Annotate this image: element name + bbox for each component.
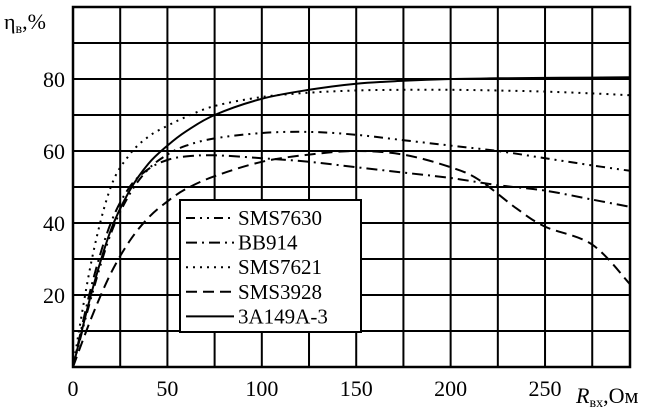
x-tick-label: 0 bbox=[68, 376, 79, 401]
x-tick-label: 200 bbox=[434, 376, 467, 401]
y-tick-labels: 20 40 60 80 bbox=[43, 67, 65, 308]
y-tick-label: 40 bbox=[43, 211, 65, 236]
plot-frame bbox=[71, 5, 632, 369]
x-axis-label-bg bbox=[580, 370, 659, 410]
x-tick-label: 250 bbox=[529, 376, 562, 401]
legend-label: SMS3928 bbox=[238, 280, 322, 304]
y-tick-label: 20 bbox=[43, 283, 65, 308]
series-line-sms7630 bbox=[72, 130, 631, 368]
legend-label: 3А149А-3 bbox=[238, 304, 328, 328]
legend-box bbox=[179, 199, 362, 333]
series-line-3а149а-3 bbox=[72, 76, 631, 368]
legend-label: SMS7621 bbox=[238, 255, 322, 279]
x-tick-label: 150 bbox=[340, 376, 373, 401]
x-tick-labels: 0 50 100 150 200 250 bbox=[68, 376, 562, 401]
series-lines bbox=[72, 76, 631, 368]
series-line-sms7621 bbox=[72, 88, 631, 368]
x-tick-label: 100 bbox=[245, 376, 278, 401]
y-tick-label: 80 bbox=[43, 67, 65, 92]
legend-label: SMS7630 bbox=[238, 206, 322, 230]
y-tick-label: 60 bbox=[43, 139, 65, 164]
series-line-sms3928 bbox=[72, 149, 631, 368]
x-tick-label: 50 bbox=[156, 376, 178, 401]
y-axis-label: ηв,% bbox=[4, 9, 46, 37]
series-line-bb914 bbox=[72, 154, 631, 368]
legend-label: BB914 bbox=[238, 231, 298, 255]
x-axis-label: Rвх,Ом bbox=[575, 383, 638, 410]
